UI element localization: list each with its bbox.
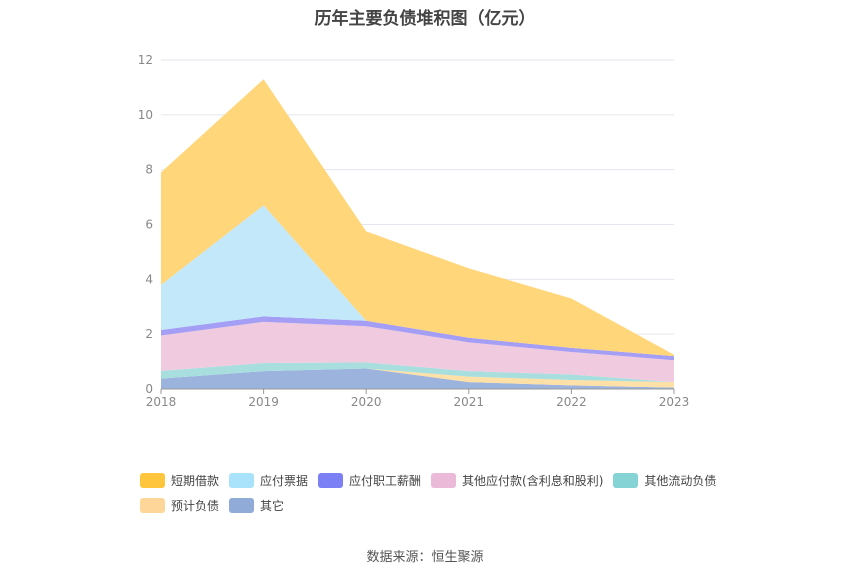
legend-item[interactable]: 其它 (229, 497, 284, 514)
y-tick-label: 2 (145, 327, 153, 341)
legend-label: 其他应付款(含利息和股利) (462, 474, 604, 488)
legend-swatch (431, 473, 457, 488)
legend-item[interactable]: 其他流动负债 (613, 472, 716, 489)
y-tick-label: 0 (145, 382, 153, 396)
legend-label: 预计负债 (171, 499, 220, 513)
data-source: 数据来源：恒生聚源 (366, 550, 484, 565)
area-series (161, 368, 674, 389)
area-series (161, 79, 674, 357)
legend-label: 短期借款 (171, 474, 220, 488)
legend-swatch (229, 498, 255, 513)
x-tick-label: 2020 (351, 395, 382, 409)
area-series (161, 205, 674, 357)
chart-title: 历年主要负债堆积图（亿元） (314, 9, 536, 29)
legend-swatch (229, 473, 255, 488)
legend-item[interactable]: 应付职工薪酬 (318, 472, 421, 489)
legend-item[interactable]: 短期借款 (140, 472, 219, 489)
legend-item[interactable]: 预计负债 (140, 497, 219, 514)
legend-swatch (613, 473, 639, 488)
legend-label: 应付职工薪酬 (349, 474, 422, 488)
area-series (161, 368, 674, 388)
legend-swatch (140, 498, 165, 513)
legend-label: 其他流动负债 (644, 474, 717, 488)
area-series (161, 316, 674, 361)
chart-legend: 短期借款 应付票据 应付职工薪酬 其他应付款(含利息和股利) 其他流动负债预计负债 其它 (140, 472, 760, 522)
legend-label: 应付票据 (260, 474, 309, 488)
y-tick-label: 10 (138, 108, 153, 122)
legend-swatch (318, 473, 344, 488)
x-tick-label: 2018 (146, 395, 177, 409)
y-tick-label: 12 (138, 53, 153, 67)
y-tick-label: 6 (145, 218, 153, 232)
legend-label: 其它 (260, 499, 285, 513)
area-series (161, 362, 674, 383)
area-series (161, 321, 674, 383)
legend-item[interactable]: 其他应付款(含利息和股利) (431, 472, 603, 489)
y-tick-label: 8 (145, 163, 153, 177)
y-tick-label: 4 (145, 272, 153, 286)
x-tick-label: 2023 (659, 395, 690, 409)
x-tick-label: 2019 (248, 395, 279, 409)
legend-item[interactable]: 应付票据 (229, 472, 308, 489)
x-tick-label: 2022 (556, 395, 587, 409)
x-tick-label: 2021 (454, 395, 485, 409)
legend-swatch (140, 473, 165, 488)
